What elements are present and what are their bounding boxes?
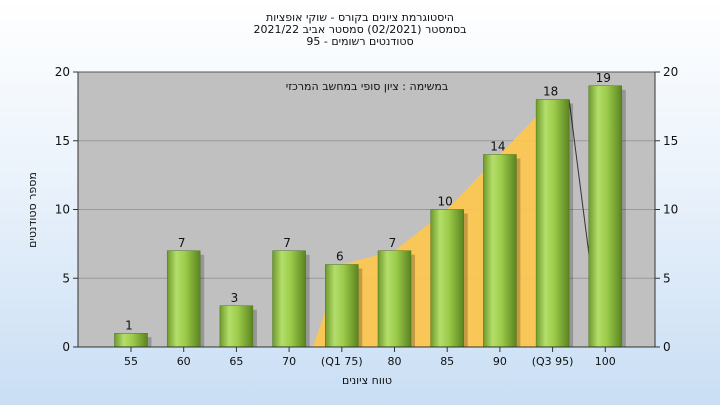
quartile-band-edge xyxy=(568,99,592,269)
y-tick-label-right-10: 10 xyxy=(663,203,678,217)
y-tick-label-left-0: 0 xyxy=(62,340,70,354)
bar-value-label-7: 14 xyxy=(490,140,505,154)
x-axis-label: טווח ציונים xyxy=(342,374,392,387)
chart-title-line-1: היסטוגרמת ציונים בקורס - שוקי אופציות xyxy=(266,11,454,24)
bar-value-label-6: 10 xyxy=(438,195,453,209)
y-tick-label-left-10: 10 xyxy=(55,203,70,217)
x-tick-label-8: (Q3 95) xyxy=(532,355,574,368)
bar-value-label-9: 19 xyxy=(596,71,611,85)
y-tick-label-right-5: 5 xyxy=(663,271,671,285)
bar-value-label-5: 7 xyxy=(389,236,397,250)
bar-value-label-8: 18 xyxy=(543,85,558,99)
y-axis-label: מספר סטודנטים xyxy=(26,172,39,248)
x-tick-label-6: 85 xyxy=(440,355,454,368)
chart-title-line-3: סטודנטים רשומים - 95 xyxy=(306,35,414,48)
bar-6 xyxy=(430,209,464,348)
y-tick-label-right-20: 20 xyxy=(663,65,678,79)
y-tick-label-right-0: 0 xyxy=(663,340,671,354)
bar-value-label-0: 1 xyxy=(125,318,133,332)
bar-9 xyxy=(588,85,623,348)
bar-7 xyxy=(483,154,517,348)
y-tick-label-left-20: 20 xyxy=(55,65,70,79)
x-tick-label-7: 90 xyxy=(493,355,507,368)
x-tick-label-2: 65 xyxy=(229,355,243,368)
x-tick-label-5: 80 xyxy=(388,355,402,368)
bar-8 xyxy=(535,99,570,348)
y-tick-label-right-15: 15 xyxy=(663,134,678,148)
x-tick-label-0: 55 xyxy=(124,355,138,368)
bar-value-label-2: 3 xyxy=(231,291,239,305)
bar-value-labels: 1 7 3 7 6 7 10 14 18 19 xyxy=(125,71,611,333)
chart-annotation: במשימה : ציון סופי במחשב המרכזי xyxy=(286,80,449,93)
bar-2 xyxy=(219,305,254,348)
x-tick-label-4: (Q1 75) xyxy=(321,355,363,368)
bar-5 xyxy=(377,250,412,348)
x-tick-label-3: 70 xyxy=(282,355,296,368)
x-tick-label-9: 100 xyxy=(595,355,616,368)
bar-value-label-4: 6 xyxy=(336,250,344,264)
bars xyxy=(114,85,623,348)
chart-title-line-2: בסמסטר (02/2021) סמסטר אביב 2021/22 xyxy=(253,23,467,36)
y-tick-label-left-5: 5 xyxy=(62,271,70,285)
bar-value-label-1: 7 xyxy=(178,236,186,250)
bar-4 xyxy=(325,264,359,348)
x-tick-label-1: 60 xyxy=(177,355,191,368)
y-tick-label-left-15: 15 xyxy=(55,134,70,148)
bar-1 xyxy=(166,250,201,348)
bar-3 xyxy=(272,250,306,348)
bar-value-label-3: 7 xyxy=(283,236,291,250)
bar-0 xyxy=(114,333,148,348)
